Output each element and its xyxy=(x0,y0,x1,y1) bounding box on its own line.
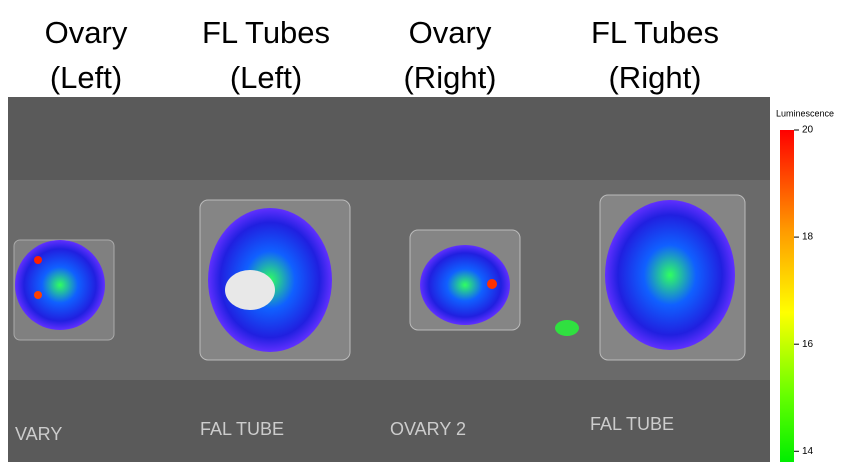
label-name: Ovary xyxy=(45,15,128,50)
tick-label: 14 xyxy=(802,446,814,457)
tick-label: 16 xyxy=(802,339,814,350)
photo: VARY FAL TUBE OVARY 2 FAL TUBE xyxy=(8,97,770,462)
handwriting: FAL TUBE xyxy=(590,414,674,434)
handwriting: FAL TUBE xyxy=(200,419,284,439)
tick-label: 18 xyxy=(802,232,814,243)
handwriting: OVARY 2 xyxy=(390,419,466,439)
labels: Ovary (Left) FL Tubes (Left) Ovary (Righ… xyxy=(45,15,719,95)
label-name: FL Tubes xyxy=(591,15,719,50)
handwriting: VARY xyxy=(15,424,62,444)
label-side: (Left) xyxy=(50,60,122,95)
label-side: (Left) xyxy=(230,60,302,95)
tick-label: 20 xyxy=(802,125,814,136)
label-side: (Right) xyxy=(608,60,701,95)
label-name: FL Tubes xyxy=(202,15,330,50)
colorbar: Luminescence 20 18 16 14 xyxy=(776,108,834,462)
label-name: Ovary xyxy=(409,15,492,50)
colorbar-title: Luminescence xyxy=(776,108,834,118)
page: Ovary (Left) FL Tubes (Left) Ovary (Righ… xyxy=(0,0,852,462)
colorbar-gradient xyxy=(780,130,794,462)
label-side: (Right) xyxy=(403,60,496,95)
